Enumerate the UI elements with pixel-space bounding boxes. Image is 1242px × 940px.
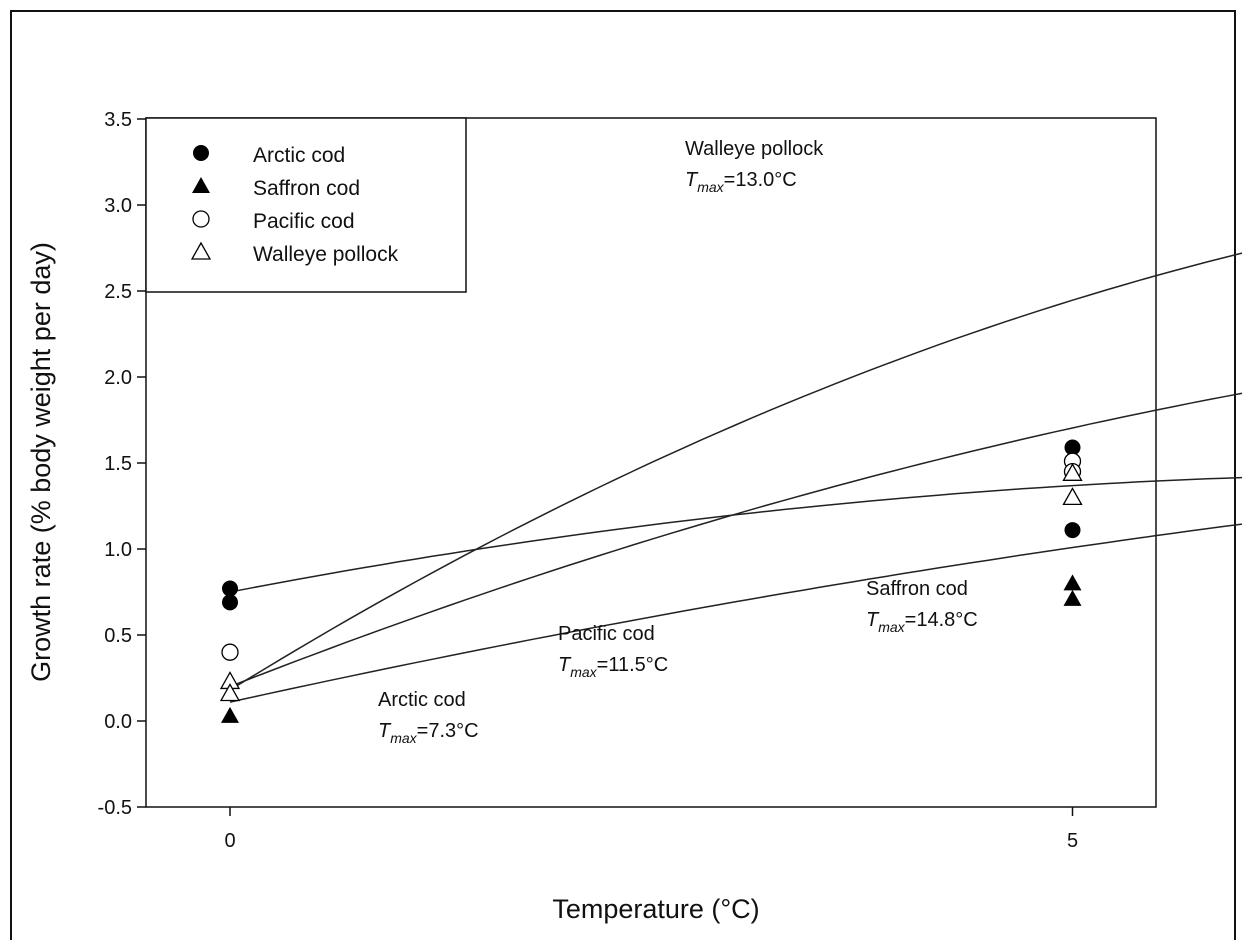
x-tick-label: 0 <box>224 830 235 852</box>
x-axis-title: Temperature (°C) <box>552 894 759 924</box>
data-point <box>1062 487 1083 506</box>
fit-curve-arctic-cod <box>229 476 1242 593</box>
data-points <box>219 439 1083 723</box>
data-point <box>1064 522 1081 539</box>
legend-label: Walleye pollock <box>253 243 399 266</box>
annotation-tmax: Tmax=7.3°C <box>378 720 479 746</box>
x-axis: 05101520 <box>224 807 1078 852</box>
data-point <box>221 706 239 723</box>
legend-label: Pacific cod <box>253 210 355 233</box>
fit-curves <box>229 252 1242 703</box>
legend-label: Saffron cod <box>253 177 360 200</box>
data-point <box>222 580 238 597</box>
y-tick-label: 1.0 <box>104 539 132 561</box>
figure-frame <box>10 10 1236 940</box>
legend-marker <box>192 177 210 193</box>
annotation-name: Saffron cod <box>866 578 968 600</box>
fit-curve-pacific-cod <box>229 392 1242 688</box>
annotation-name: Arctic cod <box>378 689 466 711</box>
y-tick-label: 2.5 <box>104 281 132 303</box>
data-point <box>221 643 239 661</box>
y-tick-label: -0.5 <box>98 797 132 819</box>
y-tick-label: 3.0 <box>104 195 132 217</box>
annotation-tmax: Tmax=13.0°C <box>685 169 797 195</box>
annotation-tmax: Tmax=14.8°C <box>866 609 978 635</box>
x-tick-label: 5 <box>1067 830 1078 852</box>
data-point <box>219 683 241 702</box>
legend-marker <box>193 145 209 161</box>
y-axis: -0.5 0.0 0.5 1.0 1.5 2.0 2.5 3.0 3.5 <box>98 109 146 819</box>
fit-curve-walleye-pollock <box>229 252 1242 691</box>
y-tick-label: 0.0 <box>104 711 132 733</box>
data-point <box>1063 574 1082 591</box>
annotation-name: Walleye pollock <box>685 138 824 160</box>
legend-label: Arctic cod <box>253 144 345 167</box>
tmax-annotations: Arctic cod Tmax=7.3°C Pacific cod Tmax=11.5… <box>378 138 978 746</box>
legend-marker <box>190 241 212 260</box>
y-axis-title: Growth rate (% body weight per day) <box>26 242 56 682</box>
legend: Arctic cod Saffron cod Pacific cod Walleye … <box>145 117 467 293</box>
annotation-name: Pacific cod <box>558 623 655 645</box>
fit-curve-saffron-cod <box>229 523 1242 703</box>
data-point <box>222 594 238 611</box>
legend-marker <box>192 210 210 228</box>
y-tick-label: 3.5 <box>104 109 132 131</box>
annotation-tmax: Tmax=11.5°C <box>558 654 668 680</box>
data-point <box>1062 462 1083 481</box>
y-tick-label: 2.0 <box>104 367 132 389</box>
data-point <box>1064 439 1081 456</box>
y-tick-label: 1.5 <box>104 453 132 475</box>
data-point <box>1063 589 1082 606</box>
y-tick-label: 0.5 <box>104 625 132 647</box>
